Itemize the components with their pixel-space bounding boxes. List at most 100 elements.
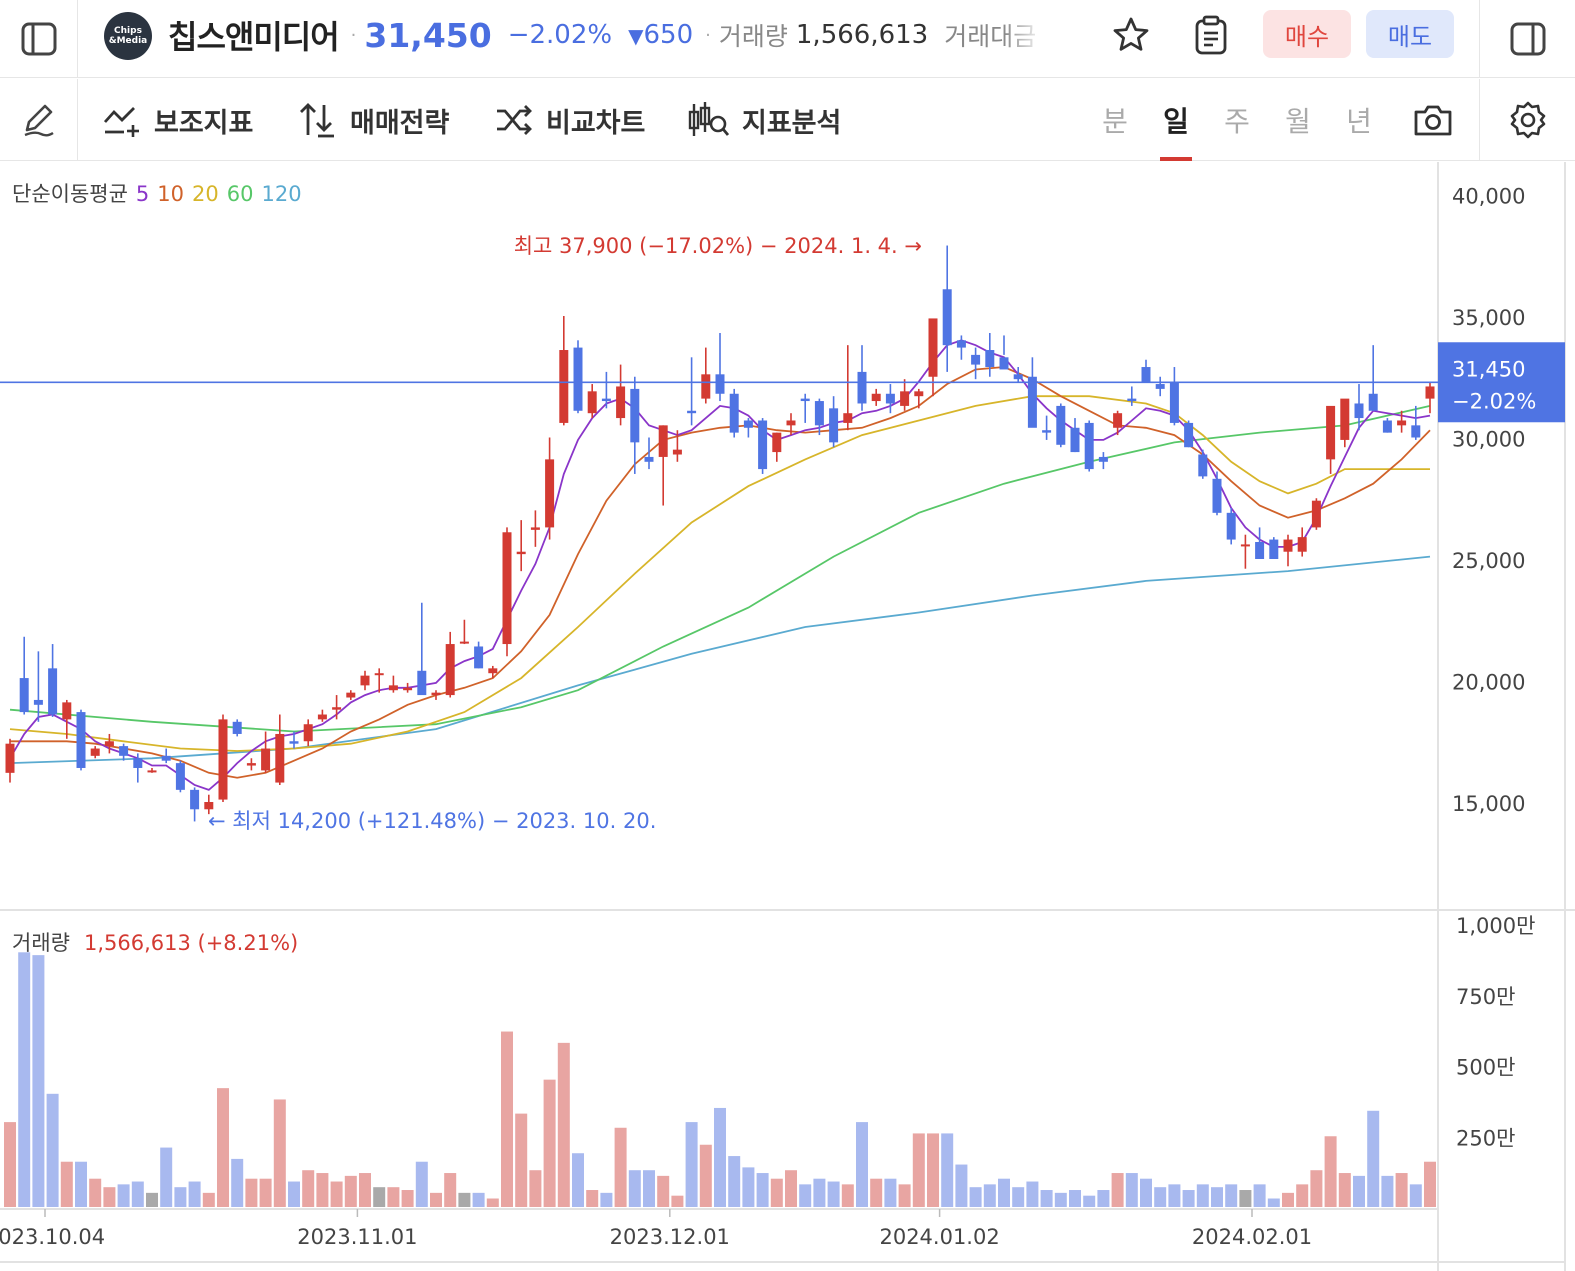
candle-body: [33, 699, 43, 705]
candle-body: [900, 391, 910, 406]
volume-bar: [273, 1099, 286, 1207]
volume-bar: [515, 1113, 528, 1207]
compare-chart-label: 비교차트: [546, 107, 646, 139]
volume-bar: [1182, 1190, 1195, 1207]
line-chart-plus-icon: [103, 107, 139, 137]
candle-body: [1084, 422, 1094, 470]
volume-bar: [1409, 1184, 1422, 1207]
ma20-line: [9, 395, 1430, 752]
period-week-tab[interactable]: 주: [1224, 105, 1250, 138]
candle-body: [232, 721, 242, 734]
volume-bar: [302, 1170, 315, 1207]
volume-bar: [870, 1178, 883, 1207]
high-annotation: 최고 37,900 (−17.02%) − 2024. 1. 4. →: [514, 234, 922, 258]
volume-bar: [1225, 1184, 1238, 1207]
current-price-tag: [1438, 342, 1565, 423]
volume-bar: [1282, 1192, 1294, 1207]
favorite-button[interactable]: [1108, 12, 1154, 58]
stock-name[interactable]: 칩스앤미디어: [168, 18, 340, 56]
volume-bar: [401, 1190, 414, 1207]
settings-button[interactable]: [1479, 79, 1575, 161]
volume-bar: [1424, 1161, 1436, 1207]
candle-body: [1283, 539, 1293, 552]
ma-legend: 단순이동평균 5 10 20 60 120: [12, 178, 310, 208]
volume-bar: [131, 1181, 144, 1207]
candle-body: [431, 692, 441, 696]
clipboard-icon: [1195, 15, 1227, 55]
ma60-legend: 60: [226, 182, 254, 206]
volume-bar: [245, 1178, 258, 1207]
candle-body: [403, 687, 413, 691]
candle-body: [1127, 398, 1137, 402]
volume-value: 1,566,613: [795, 20, 929, 50]
candle-body: [48, 668, 58, 715]
volume-bar: [1154, 1187, 1167, 1207]
sell-button[interactable]: 매도: [1366, 10, 1454, 58]
candle-body: [1198, 454, 1208, 477]
y-axis-tick-label: 40,000: [1452, 185, 1525, 209]
volume-label: 거래량: [718, 22, 788, 51]
volume-bar: [557, 1042, 570, 1207]
volume-bar: [259, 1178, 272, 1207]
candle-body: [999, 357, 1009, 370]
ma10-line: [10, 366, 1431, 779]
candle-body: [601, 398, 611, 402]
sidebar-toggle-button[interactable]: [0, 0, 78, 78]
volume-axis-tick-label: 250만: [1456, 1126, 1515, 1150]
volume-bar: [344, 1175, 357, 1207]
candle-body: [814, 401, 824, 426]
shuffle-icon: [497, 105, 532, 135]
volume-bar: [231, 1158, 244, 1207]
volume-bar: [1111, 1173, 1124, 1207]
volume-bar: [927, 1133, 939, 1207]
candle-body: [488, 668, 498, 674]
change-percent: −2.02%: [507, 20, 613, 50]
volume-bar: [572, 1153, 584, 1207]
candle-search-icon: [688, 102, 730, 136]
indicator-analysis-label: 지표분석: [742, 107, 842, 139]
candle-body: [76, 712, 86, 768]
candle-body: [303, 724, 313, 742]
side-panel-toggle-button[interactable]: [1479, 0, 1575, 78]
compare-chart-button[interactable]: 비교차트: [494, 79, 645, 161]
volume-bar: [1097, 1190, 1110, 1207]
candle-body: [1169, 381, 1179, 423]
volume-bar: [1125, 1173, 1138, 1207]
period-month-tab[interactable]: 월: [1285, 105, 1311, 138]
period-year-tab[interactable]: 년: [1346, 105, 1372, 138]
volume-bar: [1367, 1110, 1380, 1207]
separator: ·: [705, 24, 711, 46]
volume-bar: [1196, 1184, 1209, 1207]
candle-body: [616, 386, 626, 419]
indicator-button[interactable]: 보조지표: [102, 79, 253, 161]
volume-bar: [458, 1192, 471, 1207]
candle-body: [161, 755, 171, 761]
current-price-tag-pct: −2.02%: [1452, 389, 1536, 413]
candle-body: [715, 374, 725, 394]
volume-bar: [89, 1178, 102, 1207]
volume-bar: [1054, 1192, 1067, 1207]
drawing-tool-button[interactable]: [0, 79, 78, 161]
candle-body: [1212, 478, 1222, 513]
memo-button[interactable]: [1188, 12, 1234, 58]
volume-bar: [685, 1122, 698, 1207]
volume-legend-label: 거래량: [12, 931, 70, 955]
strategy-button[interactable]: 매매전략: [298, 79, 449, 161]
volume-bar: [628, 1170, 641, 1207]
period-day-tab[interactable]: 일: [1154, 79, 1198, 161]
candle-body: [474, 646, 484, 669]
period-minute-tab[interactable]: 분: [1102, 105, 1128, 138]
stock-chart[interactable]: 40,000 35,000 30,000 25,000 20,000 15,000 1,00…: [0, 162, 1575, 1271]
buy-button[interactable]: 매수: [1263, 10, 1351, 58]
candle-body: [1184, 422, 1194, 448]
candle-body: [133, 758, 143, 768]
volume-bar: [4, 1122, 16, 1207]
indicator-analysis-button[interactable]: 지표분석: [688, 79, 841, 161]
screenshot-button[interactable]: [1408, 97, 1458, 143]
volume-bar: [941, 1133, 954, 1207]
candle-body: [672, 449, 682, 455]
volume-bar: [756, 1173, 769, 1207]
volume-bar: [827, 1181, 840, 1207]
volume-bar: [32, 955, 45, 1207]
y-axis-tick-label: 30,000: [1452, 428, 1525, 452]
